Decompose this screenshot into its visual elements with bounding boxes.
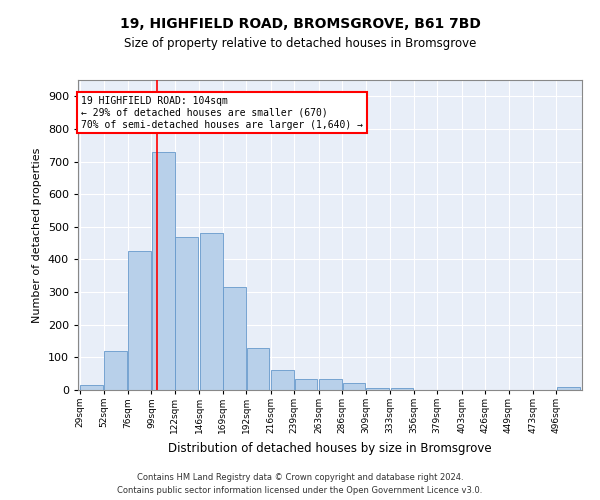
Bar <box>175 236 198 390</box>
Bar <box>152 152 175 390</box>
Text: 19, HIGHFIELD ROAD, BROMSGROVE, B61 7BD: 19, HIGHFIELD ROAD, BROMSGROVE, B61 7BD <box>119 18 481 32</box>
X-axis label: Distribution of detached houses by size in Bromsgrove: Distribution of detached houses by size … <box>168 442 492 454</box>
Bar <box>319 378 342 390</box>
Bar <box>343 384 365 390</box>
Bar <box>247 348 269 390</box>
Bar <box>366 388 389 390</box>
Y-axis label: Number of detached properties: Number of detached properties <box>32 148 42 322</box>
Bar <box>391 388 413 390</box>
Bar <box>200 234 223 390</box>
Bar <box>80 385 103 390</box>
Text: Contains HM Land Registry data © Crown copyright and database right 2024.
Contai: Contains HM Land Registry data © Crown c… <box>118 474 482 495</box>
Bar <box>104 351 127 390</box>
Text: Size of property relative to detached houses in Bromsgrove: Size of property relative to detached ho… <box>124 38 476 51</box>
Text: 19 HIGHFIELD ROAD: 104sqm
← 29% of detached houses are smaller (670)
70% of semi: 19 HIGHFIELD ROAD: 104sqm ← 29% of detac… <box>81 96 363 130</box>
Bar <box>271 370 294 390</box>
Bar <box>295 378 317 390</box>
Bar <box>128 252 151 390</box>
Bar <box>557 388 580 390</box>
Bar <box>223 287 246 390</box>
